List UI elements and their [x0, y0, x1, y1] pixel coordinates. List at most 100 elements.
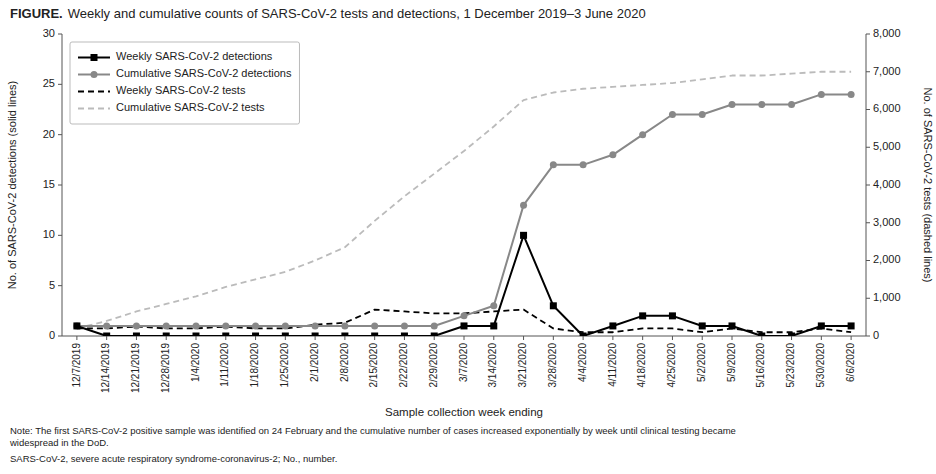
- marker-square: [550, 302, 557, 309]
- marker-square: [73, 322, 80, 329]
- y2-tick-label: 0: [873, 329, 879, 341]
- x-tick-label: 1/25/2020: [279, 343, 290, 388]
- x-tick-label: 6/6/2020: [845, 343, 856, 382]
- x-tick: [344, 336, 345, 340]
- title: FIGURE.Weekly and cumulative counts of S…: [10, 6, 646, 21]
- y2-tick-label: 8,000: [873, 27, 901, 39]
- y2-tick-label: 1,000: [873, 291, 901, 303]
- x-tick-label: 2/1/2020: [309, 343, 320, 382]
- marker-circle: [729, 101, 736, 108]
- marker-circle: [669, 111, 676, 118]
- y2-tick: [866, 260, 870, 261]
- x-tick-label: 12/21/2019: [130, 343, 141, 393]
- series-line: [77, 310, 851, 333]
- x-tick: [285, 336, 286, 340]
- y-tick: [58, 235, 62, 236]
- x-tick-label: 2/22/2020: [398, 343, 409, 388]
- y2-tick-label: 7,000: [873, 65, 901, 77]
- marker-circle: [788, 101, 795, 108]
- legend-swatch: [78, 91, 110, 93]
- series: [77, 72, 851, 329]
- x-tick: [791, 336, 792, 340]
- x-tick: [493, 336, 494, 340]
- marker-square: [490, 322, 497, 329]
- marker-square: [222, 333, 229, 337]
- series: [73, 91, 854, 330]
- y-tick: [58, 34, 62, 35]
- marker-square: [341, 333, 348, 337]
- series: [73, 232, 854, 336]
- x-tick: [642, 336, 643, 340]
- y2-tick: [866, 298, 870, 299]
- marker-circle: [431, 322, 438, 329]
- legend-box: [70, 42, 299, 124]
- y-tick-label: 5: [49, 279, 55, 291]
- x-tick-label: 12/7/2019: [71, 343, 82, 388]
- marker-square: [639, 312, 646, 319]
- y-tick-label: 25: [43, 77, 55, 89]
- series-line: [77, 235, 851, 336]
- x-tick: [166, 336, 167, 340]
- x-tick: [225, 336, 226, 340]
- legend-label: Weekly SARS-CoV-2 tests: [116, 84, 246, 96]
- marker-circle: [222, 322, 229, 329]
- marker-circle: [252, 322, 259, 329]
- marker-circle: [848, 91, 855, 98]
- marker-circle: [758, 101, 765, 108]
- marker-square: [699, 322, 706, 329]
- marker-square: [609, 322, 616, 329]
- title-bold: FIGURE.: [10, 6, 63, 21]
- marker-square: [282, 333, 289, 337]
- marker-circle: [103, 322, 110, 329]
- marker-square: [461, 322, 468, 329]
- marker-circle: [818, 91, 825, 98]
- marker-circle: [609, 151, 616, 158]
- x-tick-label: 5/2/2020: [696, 343, 707, 382]
- note-line: SARS-CoV-2, severe acute respiratory syn…: [10, 453, 337, 464]
- x-tick: [553, 336, 554, 340]
- series-line: [77, 94, 851, 326]
- marker-circle: [461, 312, 468, 319]
- x-tick: [523, 336, 524, 340]
- y-tick-label: 30: [43, 27, 55, 39]
- x-tick-label: 4/25/2020: [666, 343, 677, 388]
- marker-circle: [401, 322, 408, 329]
- x-tick: [255, 336, 256, 340]
- note: SARS-CoV-2, severe acute respiratory syn…: [10, 453, 337, 464]
- note: Note: The first SARS-CoV-2 positive samp…: [9, 425, 736, 448]
- marker-square: [788, 333, 795, 337]
- marker-square: [133, 333, 140, 337]
- x-tick: [434, 336, 435, 340]
- x-tick-label: 3/7/2020: [458, 343, 469, 382]
- marker-circle: [133, 322, 140, 329]
- marker-square: [193, 333, 200, 337]
- marker-square: [371, 333, 378, 337]
- legend-swatch: [78, 108, 110, 110]
- marker-square: [729, 322, 736, 329]
- x-axis-label: Sample collection week ending: [385, 406, 543, 418]
- chart: FIGURE.Weekly and cumulative counts of S…: [0, 0, 936, 474]
- x-tick-label: 5/16/2020: [755, 343, 766, 388]
- x-tick-label: 5/30/2020: [815, 343, 826, 388]
- x-tick-label: 5/9/2020: [726, 343, 737, 382]
- y2-tick: [866, 109, 870, 110]
- marker-square: [103, 333, 110, 337]
- x-tick-label: 3/28/2020: [547, 343, 558, 388]
- y2-tick-label: 6,000: [873, 102, 901, 114]
- legend-label: Cumulative SARS-CoV-2 tests: [116, 101, 265, 113]
- marker-circle: [639, 131, 646, 138]
- x-tick: [612, 336, 613, 340]
- x-tick-label: 1/4/2020: [190, 343, 201, 382]
- y2-tick-label: 5,000: [873, 140, 901, 152]
- x-tick-label: 1/11/2020: [219, 343, 230, 387]
- x-tick-label: 4/4/2020: [577, 343, 588, 382]
- legend-marker: [91, 54, 98, 61]
- y2-tick: [866, 185, 870, 186]
- x-tick-label: 2/29/2020: [428, 343, 439, 388]
- x-tick-label: 3/21/2020: [517, 343, 528, 388]
- marker-square: [163, 333, 170, 337]
- plot-area: [73, 72, 854, 336]
- y-tick: [58, 134, 62, 135]
- x-tick-label: 12/14/2019: [100, 343, 111, 393]
- y-tick-label: 20: [43, 128, 55, 140]
